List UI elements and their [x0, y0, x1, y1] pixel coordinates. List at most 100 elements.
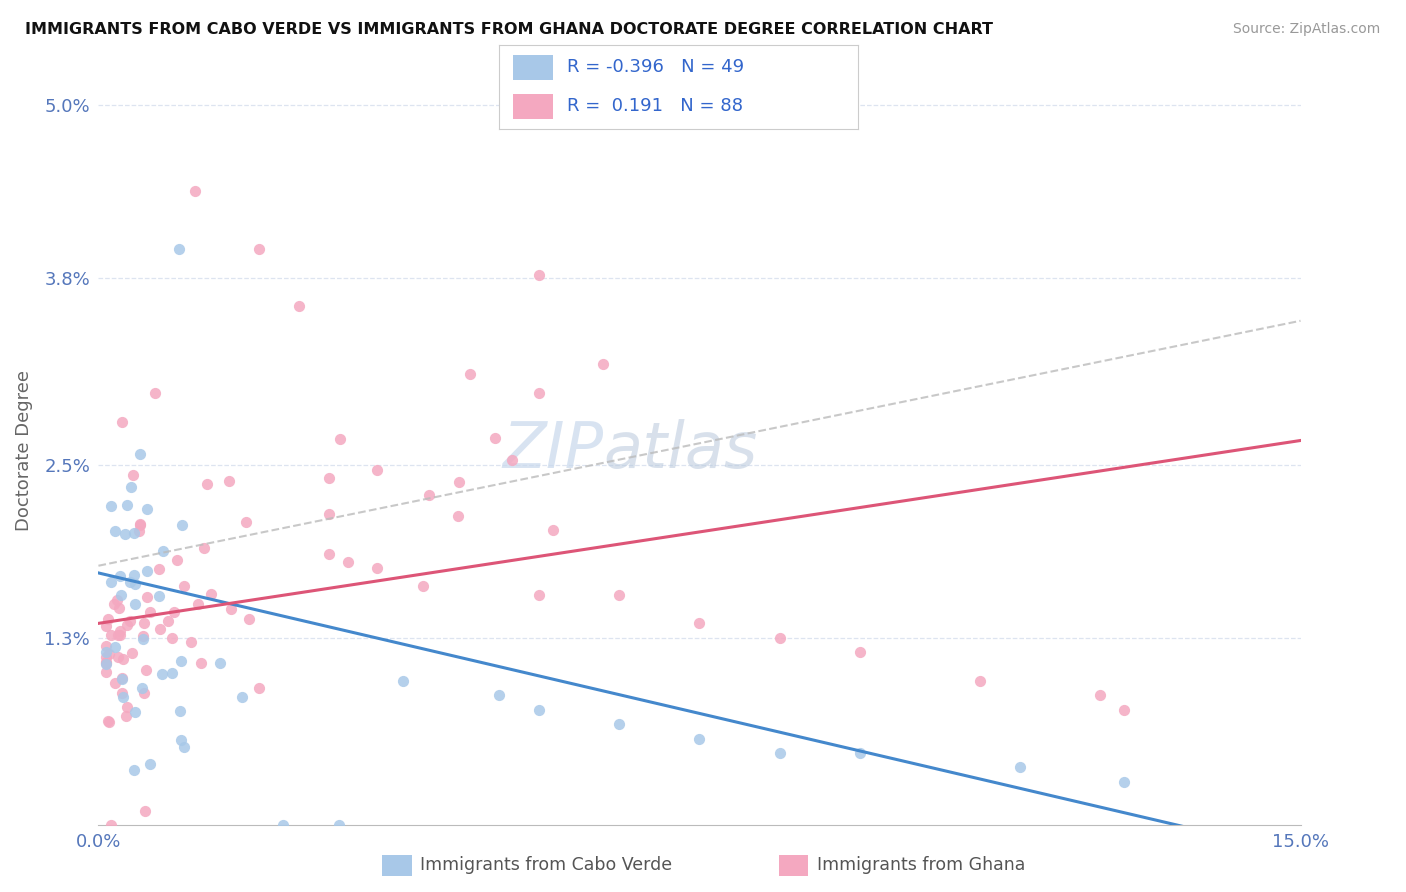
Point	[318, 507, 340, 521]
Point	[108, 569, 131, 583]
Point	[592, 357, 614, 371]
Point	[238, 611, 260, 625]
Point	[169, 654, 191, 668]
Point	[218, 475, 240, 489]
Point	[318, 470, 340, 484]
Point	[100, 500, 122, 514]
Point	[136, 565, 159, 579]
Point	[104, 675, 127, 690]
Point	[150, 667, 173, 681]
Point	[114, 709, 136, 723]
Point	[541, 523, 564, 537]
Point	[183, 184, 205, 198]
Point	[108, 628, 131, 642]
Point	[111, 651, 134, 665]
Point	[96, 655, 118, 669]
Point	[447, 508, 470, 523]
Point	[170, 733, 193, 747]
Point	[105, 593, 128, 607]
Text: ZIP: ZIP	[502, 419, 603, 482]
Point	[96, 640, 118, 654]
Point	[143, 385, 166, 400]
Text: atlas: atlas	[603, 419, 758, 482]
Point	[458, 368, 481, 382]
Point	[208, 657, 231, 671]
Text: Immigrants from Cabo Verde: Immigrants from Cabo Verde	[420, 856, 672, 874]
Point	[122, 763, 145, 777]
Point	[139, 757, 162, 772]
Point	[128, 517, 150, 532]
Point	[112, 690, 135, 705]
Point	[849, 645, 872, 659]
Text: Source: ZipAtlas.com: Source: ZipAtlas.com	[1233, 22, 1381, 37]
Point	[488, 689, 510, 703]
Point	[180, 635, 202, 649]
Point	[115, 617, 138, 632]
Point	[111, 671, 134, 685]
Point	[103, 597, 125, 611]
Point	[1010, 760, 1032, 774]
Point	[195, 477, 218, 491]
Point	[219, 602, 242, 616]
Point	[120, 480, 142, 494]
Point	[173, 579, 195, 593]
Point	[104, 640, 127, 655]
Point	[114, 527, 136, 541]
Point	[111, 415, 134, 429]
Point	[110, 624, 132, 638]
Point	[152, 543, 174, 558]
Point	[160, 631, 183, 645]
Point	[200, 586, 222, 600]
Point	[149, 622, 172, 636]
Point	[768, 631, 790, 645]
Point	[1088, 689, 1111, 703]
Point	[418, 488, 440, 502]
Point	[247, 681, 270, 695]
Point	[162, 666, 184, 681]
Point	[135, 663, 157, 677]
Point	[328, 818, 350, 832]
Point	[193, 541, 215, 555]
Point	[139, 605, 162, 619]
Point	[392, 673, 415, 688]
Point	[96, 645, 118, 659]
Point	[96, 656, 118, 670]
Point	[688, 731, 710, 746]
Point	[1114, 775, 1136, 789]
Point	[96, 649, 118, 664]
Point	[447, 475, 470, 489]
Y-axis label: Doctorate Degree: Doctorate Degree	[15, 370, 34, 531]
Point	[235, 515, 257, 529]
FancyBboxPatch shape	[513, 94, 553, 120]
Point	[108, 601, 131, 615]
FancyBboxPatch shape	[382, 855, 412, 876]
Point	[97, 714, 120, 728]
Point	[337, 554, 360, 568]
Point	[484, 431, 506, 445]
Point	[124, 597, 146, 611]
Point	[121, 468, 143, 483]
Point	[288, 299, 311, 313]
Point	[136, 502, 159, 516]
Point	[529, 588, 551, 602]
Point	[129, 447, 152, 461]
Point	[1114, 703, 1136, 717]
Point	[97, 647, 120, 661]
Point	[609, 588, 631, 602]
Point	[121, 647, 143, 661]
Point	[529, 703, 551, 717]
Point	[97, 612, 120, 626]
Point	[111, 673, 134, 687]
Point	[163, 605, 186, 619]
Point	[122, 526, 145, 541]
Point	[173, 739, 195, 754]
Point	[167, 242, 190, 256]
Point	[318, 547, 340, 561]
Point	[247, 242, 270, 256]
Point	[688, 616, 710, 631]
Point	[97, 715, 120, 730]
Point	[412, 579, 434, 593]
Point	[122, 568, 145, 582]
Point	[124, 705, 146, 719]
Point	[172, 517, 194, 532]
